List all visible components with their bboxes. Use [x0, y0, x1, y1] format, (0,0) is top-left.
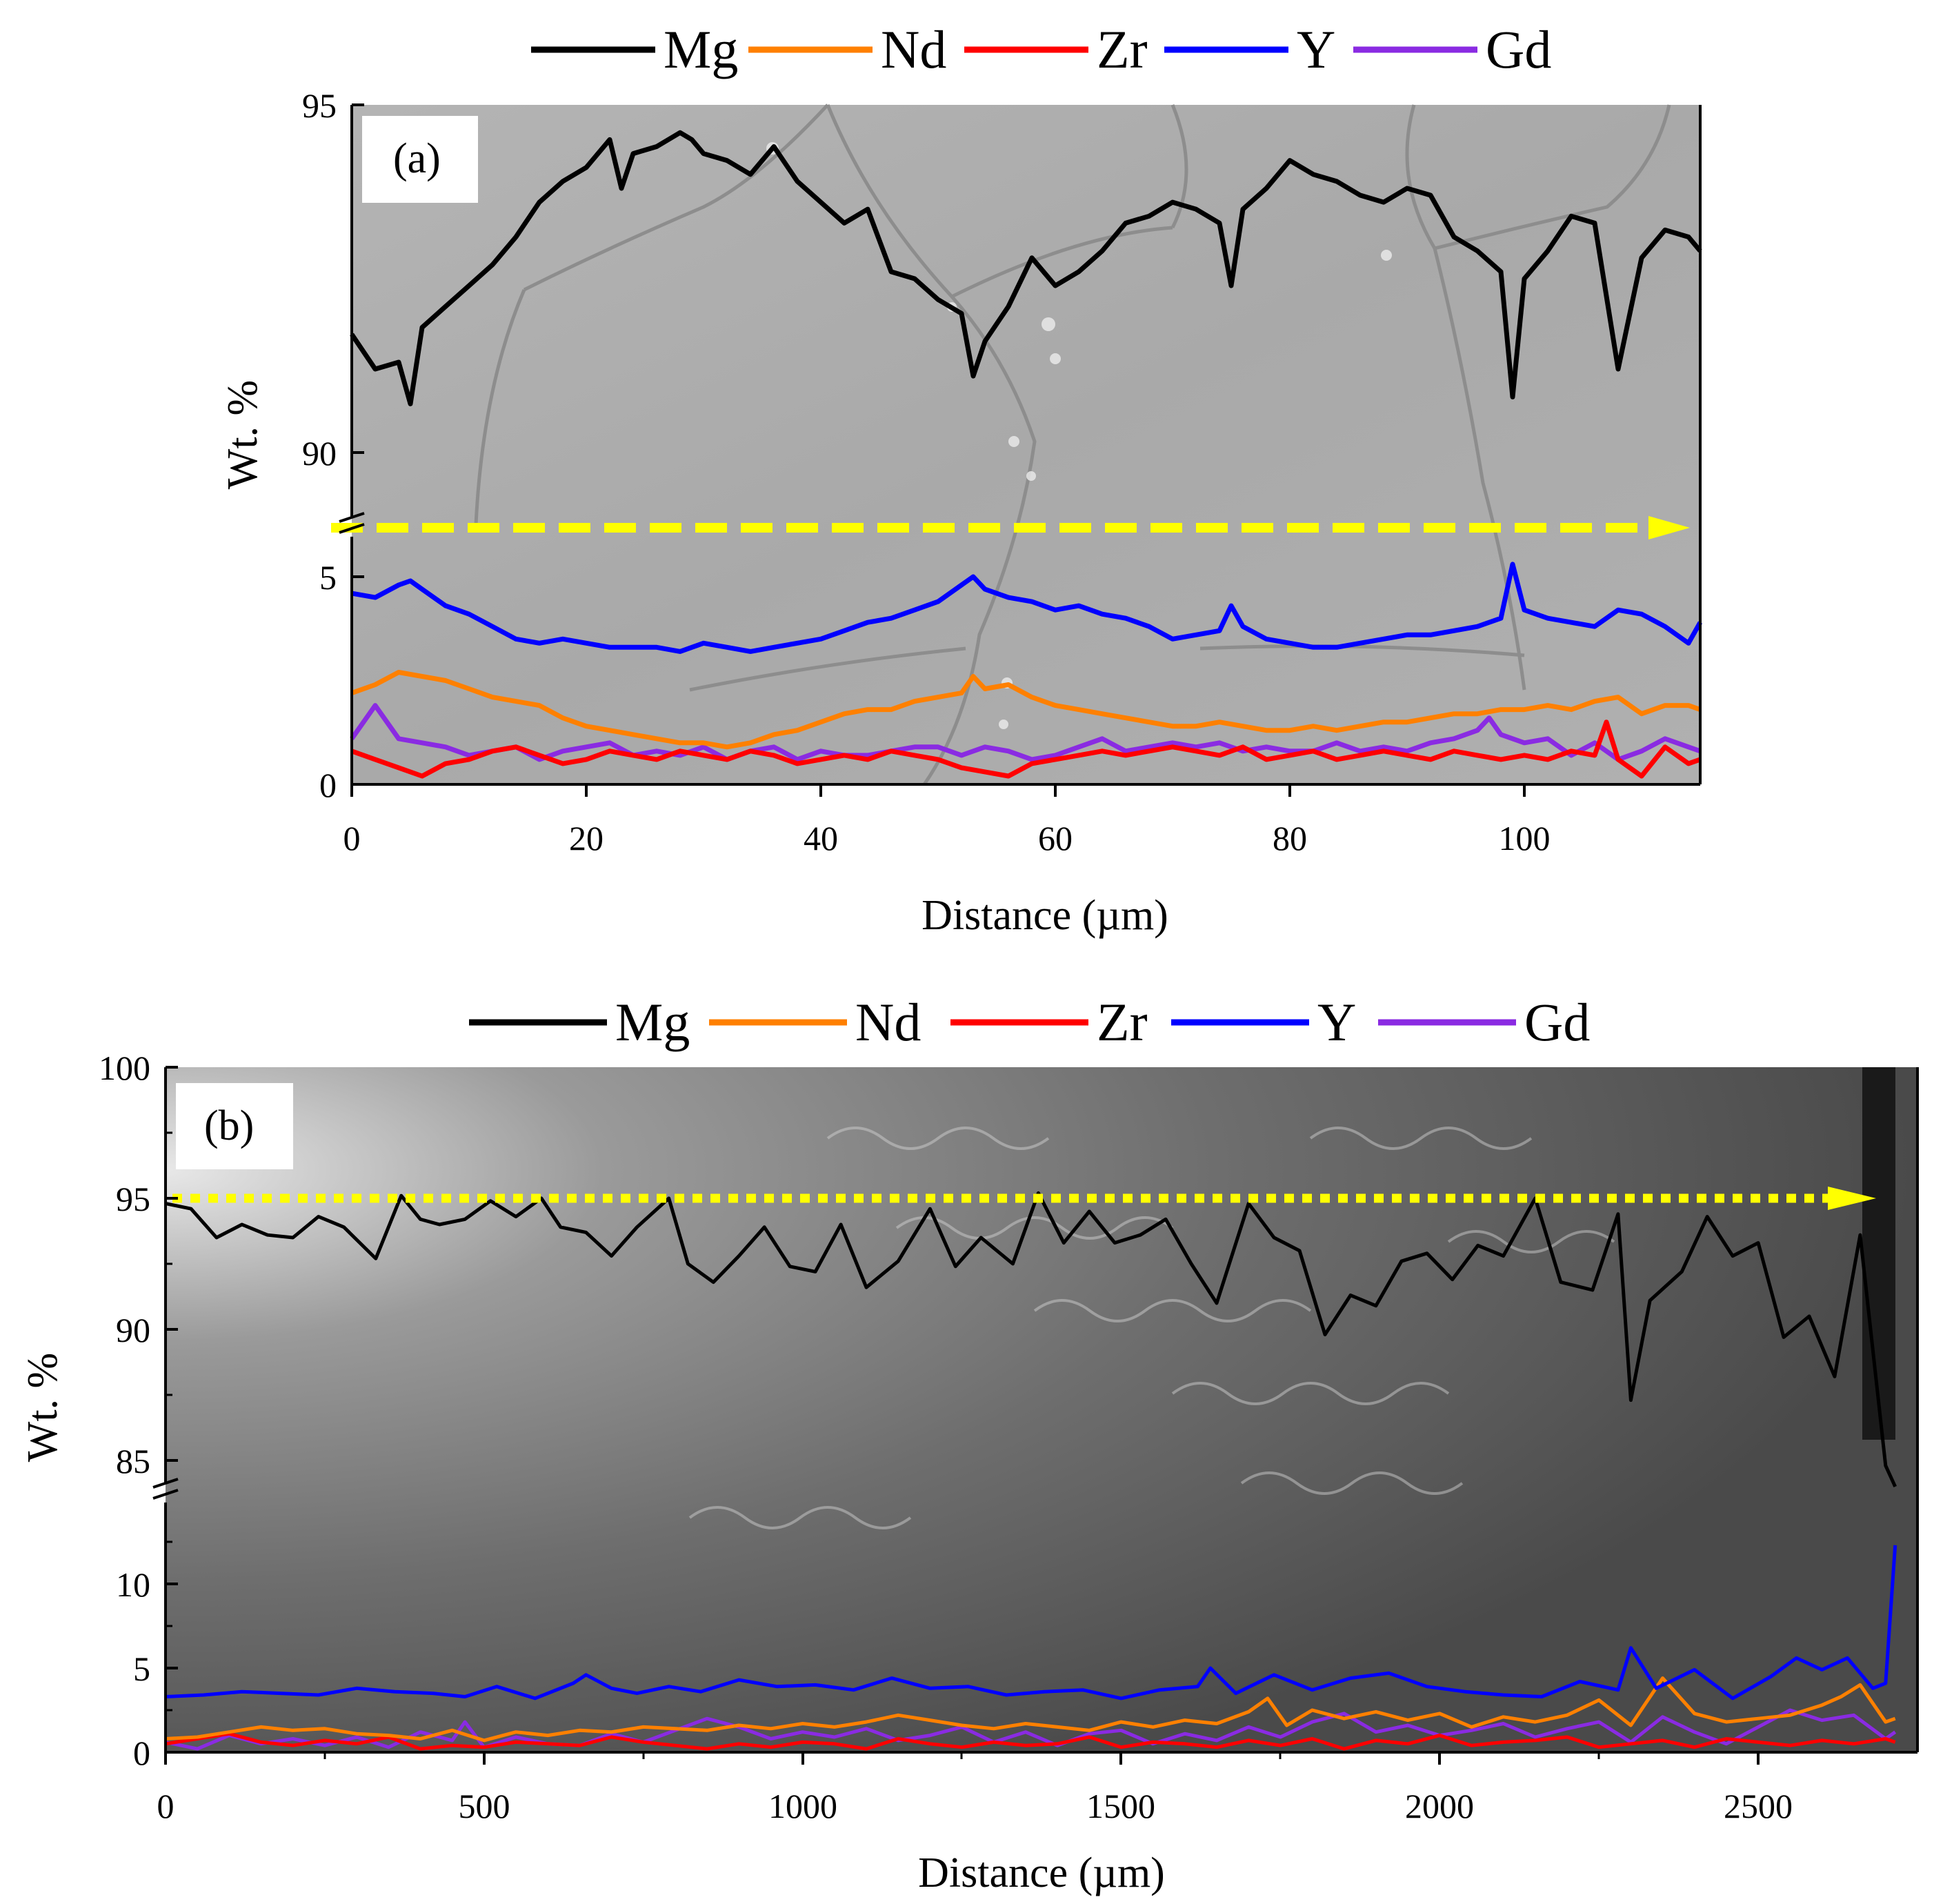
- legend-label-mg: Mg: [615, 992, 690, 1052]
- x-ticks-a: [350, 784, 1526, 797]
- series-line-gd-a: [350, 703, 1702, 762]
- series-line-nd-a: [350, 670, 1702, 750]
- series-line-nd-b: [165, 1676, 1896, 1743]
- y-tick-label-95-b: 95: [116, 1180, 150, 1218]
- series-line-y-a: [351, 562, 1703, 654]
- panel-label-b: (b): [204, 1102, 254, 1149]
- panel-label-box-a: [362, 116, 478, 203]
- y-axis-title-a: Wt. %: [219, 380, 266, 489]
- x-tick-label-40-a: 40: [804, 819, 838, 857]
- x-axis-title-a: Distance (µm): [921, 892, 1168, 939]
- x-tick-label-1000-b: 1000: [768, 1787, 837, 1825]
- series-line-gd-b: [165, 1708, 1897, 1751]
- y-ticks-a: [352, 103, 364, 786]
- cellular-network-b: [688, 1127, 1615, 1529]
- legend-label-y: Y: [1297, 19, 1335, 79]
- y-tick-label-85-b: 85: [116, 1442, 150, 1480]
- axis-break-b: [152, 1478, 179, 1489]
- x-tick-label-80-a: 80: [1273, 819, 1307, 857]
- legend-label-gd: Gd: [1524, 992, 1590, 1052]
- arrow-b: [172, 1187, 1876, 1210]
- sample-edge-b: [1862, 1067, 1895, 1440]
- x-tick-label-1500-b: 1500: [1086, 1787, 1155, 1825]
- legend-b: Mg Nd Zr Y Gd: [469, 992, 1590, 1052]
- y-tick-label-95-a: 95: [302, 86, 337, 125]
- legend-label-zr: Zr: [1097, 992, 1148, 1052]
- y-tick-label-0-b: 0: [133, 1734, 150, 1772]
- scan-path-arrowhead-a: [1648, 516, 1690, 539]
- series-line-zr-a: [350, 720, 1702, 779]
- sem-background-b: [166, 1067, 1917, 1752]
- arrow-a: [331, 516, 1690, 539]
- x-tick-label-60-a: 60: [1038, 819, 1073, 857]
- y-tick-label-5-b: 5: [133, 1649, 150, 1688]
- series-line-zr-b: [165, 1732, 1896, 1751]
- x-tick-label-0-b: 0: [157, 1787, 175, 1825]
- axes-b: 100 95 90 85 10 5 0 0 500 1000 1500 2000…: [19, 1049, 1919, 1896]
- panel-label-a: (a): [393, 135, 441, 182]
- x-minor-ticks-b: [323, 1752, 1600, 1759]
- precipitates-a: [766, 142, 1392, 729]
- y-ticks-b: [166, 1066, 178, 1754]
- panel-label-box-b: [176, 1083, 293, 1169]
- axis-break-a: [339, 512, 365, 523]
- x-tick-label-2500-b: 2500: [1724, 1787, 1793, 1825]
- series-group-b: [165, 1191, 1897, 1751]
- x-axis-title-b: Distance (µm): [918, 1850, 1165, 1896]
- scan-path-arrowhead-b: [1828, 1187, 1876, 1210]
- grain-boundaries-a: [474, 103, 1671, 786]
- legend-label-mg: Mg: [664, 19, 738, 79]
- legend-label-nd: Nd: [881, 19, 946, 79]
- x-tick-label-20-a: 20: [569, 819, 604, 857]
- x-tick-label-0-a: 0: [343, 819, 361, 857]
- legend-label-zr: Zr: [1097, 19, 1148, 79]
- series-group-a: [350, 130, 1703, 779]
- y-tick-label-0-a: 0: [319, 766, 337, 804]
- y-tick-label-100-b: 100: [99, 1049, 150, 1087]
- series-line-mg-a: [350, 130, 1702, 406]
- y-axis-title-b: Wt. %: [19, 1353, 66, 1462]
- y-tick-label-90-b: 90: [116, 1311, 150, 1349]
- legend-label-gd: Gd: [1486, 19, 1551, 79]
- legend-a: Mg Nd Zr Y Gd: [531, 19, 1551, 79]
- y-minor-ticks-b: [166, 1131, 172, 1712]
- axes-a: 95 90 5 0 0 20 40 60 80 100 Distance (µm…: [219, 86, 1702, 939]
- legend-label-y: Y: [1317, 992, 1356, 1052]
- panel-a: Mg Nd Zr Y Gd (a): [219, 19, 1703, 939]
- y-tick-label-90-a: 90: [302, 434, 337, 473]
- x-ticks-b: [164, 1752, 1760, 1765]
- sem-background-a: [352, 105, 1700, 784]
- panel-b: Mg Nd Zr Y Gd (b): [19, 992, 1919, 1896]
- y-tick-label-10-b: 10: [116, 1565, 150, 1604]
- y-tick-label-5-a: 5: [319, 558, 337, 597]
- legend-label-nd: Nd: [855, 992, 921, 1052]
- x-tick-label-2000-b: 2000: [1405, 1787, 1474, 1825]
- series-line-mg-b: [165, 1191, 1897, 1488]
- x-tick-label-100-a: 100: [1499, 819, 1551, 857]
- series-line-y-b: [165, 1545, 1897, 1700]
- x-tick-label-500-b: 500: [459, 1787, 510, 1825]
